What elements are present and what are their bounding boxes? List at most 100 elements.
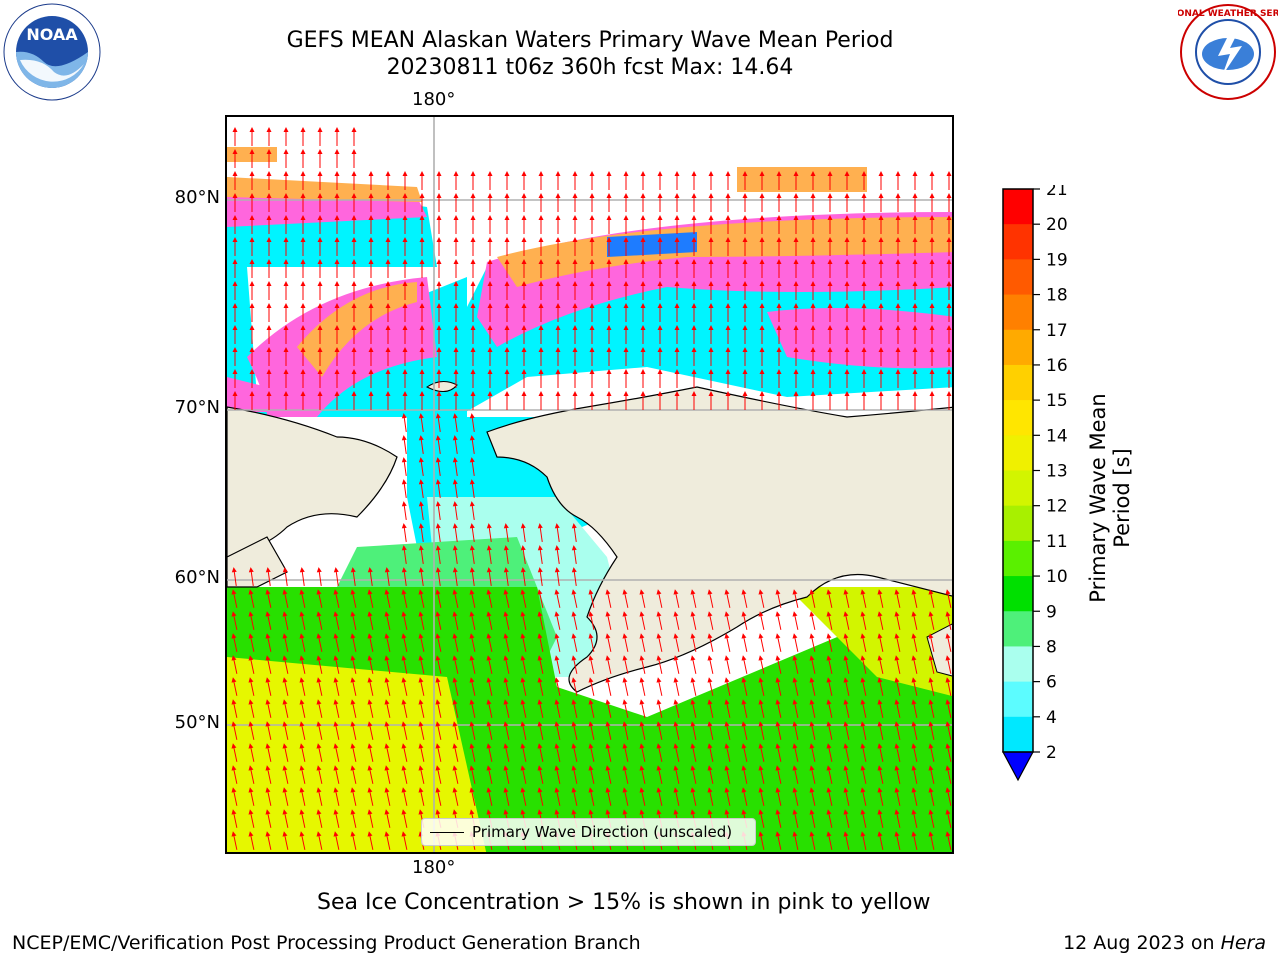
wave-arrow xyxy=(742,325,748,344)
wave-arrow xyxy=(486,523,492,542)
wave-arrow xyxy=(622,721,629,740)
wave-arrow xyxy=(895,369,901,388)
wave-arrow xyxy=(265,677,272,696)
wave-arrow xyxy=(537,567,543,586)
wave-arrow xyxy=(826,611,833,630)
wave-arrow xyxy=(605,787,612,806)
wave-arrow xyxy=(521,369,527,388)
wave-arrow xyxy=(401,787,408,806)
wave-arrow xyxy=(827,171,833,190)
wave-arrow xyxy=(453,325,459,344)
wave-arrow xyxy=(673,721,680,740)
wave-arrow xyxy=(605,699,612,718)
wave-arrow xyxy=(725,193,731,212)
wave-arrow xyxy=(283,149,289,168)
wave-arrow xyxy=(622,611,629,630)
wave-arrow xyxy=(929,171,935,190)
wave-arrow xyxy=(691,215,697,234)
wave-arrow xyxy=(639,677,646,696)
wave-arrow xyxy=(810,347,816,366)
wave-arrow xyxy=(894,787,901,806)
wave-arrow xyxy=(860,655,867,674)
colorbar-block xyxy=(1003,400,1033,436)
wave-arrow xyxy=(555,303,561,322)
wave-arrow xyxy=(316,721,323,740)
wave-arrow xyxy=(793,281,799,300)
wave-arrow xyxy=(435,545,441,564)
wave-arrow xyxy=(707,633,714,652)
wave-arrow xyxy=(911,831,918,850)
wave-arrow xyxy=(589,281,595,300)
wave-arrow xyxy=(402,303,408,322)
wave-arrow xyxy=(300,193,306,212)
wave-arrow xyxy=(588,655,595,674)
wave-arrow xyxy=(300,369,306,388)
wave-arrow xyxy=(878,237,884,256)
wave-arrow xyxy=(724,611,731,630)
wave-arrow xyxy=(300,171,306,190)
wave-arrow xyxy=(674,171,680,190)
wave-arrow xyxy=(367,633,374,652)
wave-arrow xyxy=(877,809,884,828)
siberia-land xyxy=(227,406,398,558)
wave-arrow xyxy=(299,633,306,652)
wave-arrow xyxy=(334,369,340,388)
wave-arrow xyxy=(503,721,510,740)
wave-arrow xyxy=(249,259,255,278)
wave-arrow xyxy=(691,259,697,278)
wave-arrow xyxy=(809,655,816,674)
wave-arrow xyxy=(826,743,833,762)
wave-arrow xyxy=(674,193,680,212)
wave-arrow xyxy=(249,171,255,190)
wave-arrow xyxy=(725,259,731,278)
wave-arrow xyxy=(435,787,442,806)
wave-arrow xyxy=(639,743,646,762)
wave-arrow xyxy=(894,677,901,696)
wave-arrow xyxy=(350,699,357,718)
wave-arrow xyxy=(299,787,306,806)
wave-arrow xyxy=(912,303,918,322)
wave-arrow xyxy=(453,303,459,322)
wave-arrow xyxy=(265,765,272,784)
wave-arrow xyxy=(453,391,459,410)
wave-arrow xyxy=(384,633,391,652)
wave-arrow xyxy=(554,677,561,696)
wave-arrow xyxy=(503,545,509,564)
wave-arrow xyxy=(385,237,391,256)
wave-arrow xyxy=(861,237,867,256)
wave-arrow xyxy=(385,215,391,234)
wave-arrow xyxy=(792,699,799,718)
wave-arrow xyxy=(588,787,595,806)
wave-arrow xyxy=(486,545,492,564)
wave-arrow xyxy=(929,237,935,256)
wave-arrow xyxy=(419,281,425,300)
wave-arrow xyxy=(946,215,952,234)
wave-arrow xyxy=(367,765,374,784)
wave-arrow xyxy=(928,699,935,718)
wave-arrow xyxy=(453,369,459,388)
wave-arrow xyxy=(707,589,714,608)
wave-arrow xyxy=(725,171,731,190)
lat-label: 80°N xyxy=(174,187,220,208)
wave-arrow xyxy=(639,721,646,740)
colorbar-tick-label: 9 xyxy=(1046,602,1057,622)
wave-arrow xyxy=(435,501,441,520)
wave-arrow xyxy=(350,655,357,674)
wave-arrow xyxy=(911,809,918,828)
wave-arrow xyxy=(317,237,323,256)
wave-arrow xyxy=(606,303,612,322)
wave-arrow xyxy=(299,765,306,784)
wave-arrow xyxy=(895,347,901,366)
colorbar-tick-label: 19 xyxy=(1046,250,1068,270)
wave-arrow xyxy=(877,677,884,696)
wave-arrow xyxy=(912,325,918,344)
wave-arrow xyxy=(555,281,561,300)
wave-arrow xyxy=(809,677,816,696)
wave-arrow xyxy=(384,831,391,850)
wave-arrow xyxy=(657,237,663,256)
colorbar-block xyxy=(1003,716,1033,753)
wave-arrow xyxy=(793,237,799,256)
wave-arrow xyxy=(640,303,646,322)
wave-arrow xyxy=(589,171,595,190)
wave-arrow xyxy=(929,259,935,278)
